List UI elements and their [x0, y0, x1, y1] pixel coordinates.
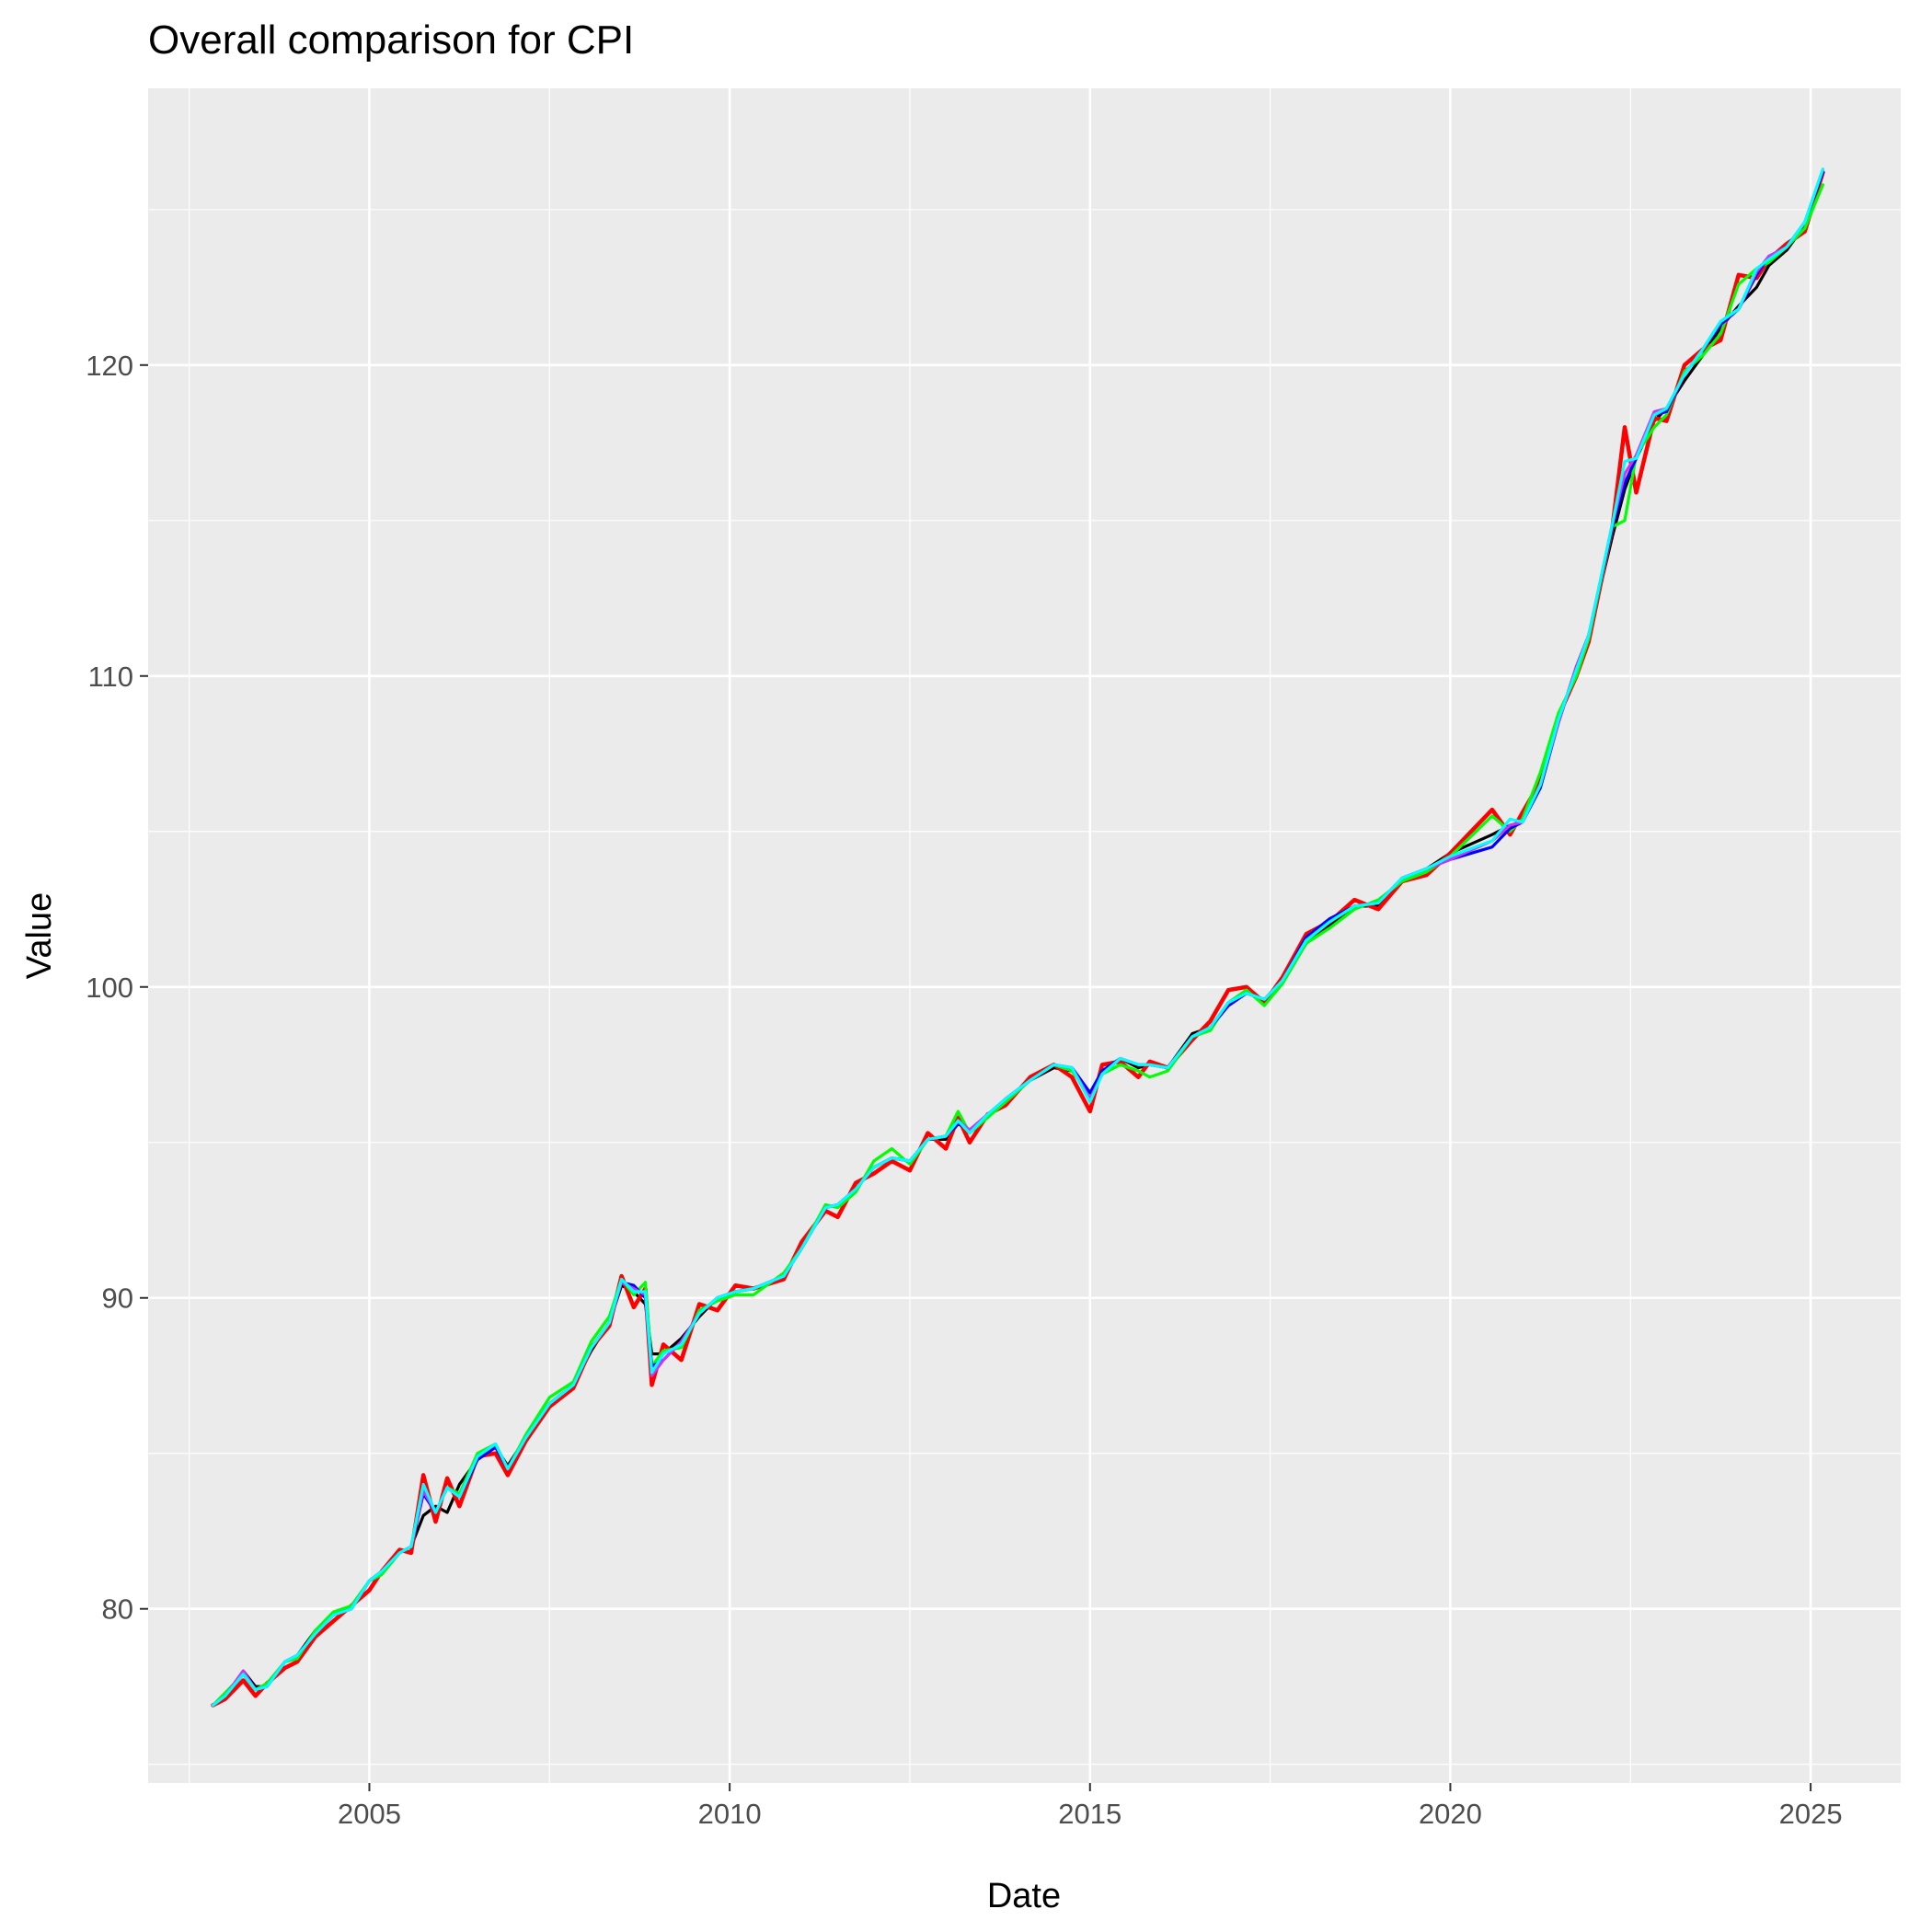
- x-axis: 2005 2010 2015 2020 2025: [338, 1783, 1843, 1830]
- y-tick-label: 80: [102, 1593, 133, 1626]
- minor-gridlines: [148, 88, 1901, 1783]
- x-tick-label: 2015: [1058, 1798, 1121, 1830]
- series-line-6: [211, 167, 1824, 1708]
- x-axis-title: Date: [987, 1877, 1061, 1915]
- y-tick-label: 110: [88, 661, 133, 693]
- y-tick-label: 120: [86, 350, 133, 382]
- y-axis: 80 90 100 110 120: [86, 350, 148, 1626]
- x-tick-label: 2025: [1779, 1798, 1843, 1830]
- y-tick-label: 100: [86, 972, 133, 1004]
- chart-title: Overall comparison for CPI: [148, 17, 634, 63]
- y-axis-title: Value: [20, 892, 59, 979]
- y-tick-label: 90: [102, 1282, 133, 1315]
- x-tick-label: 2010: [698, 1798, 762, 1830]
- x-tick-label: 2020: [1419, 1798, 1482, 1830]
- major-gridlines: [148, 88, 1901, 1783]
- x-tick-label: 2005: [338, 1798, 401, 1830]
- plot-panel: [148, 88, 1901, 1783]
- series-lines: [211, 167, 1825, 1708]
